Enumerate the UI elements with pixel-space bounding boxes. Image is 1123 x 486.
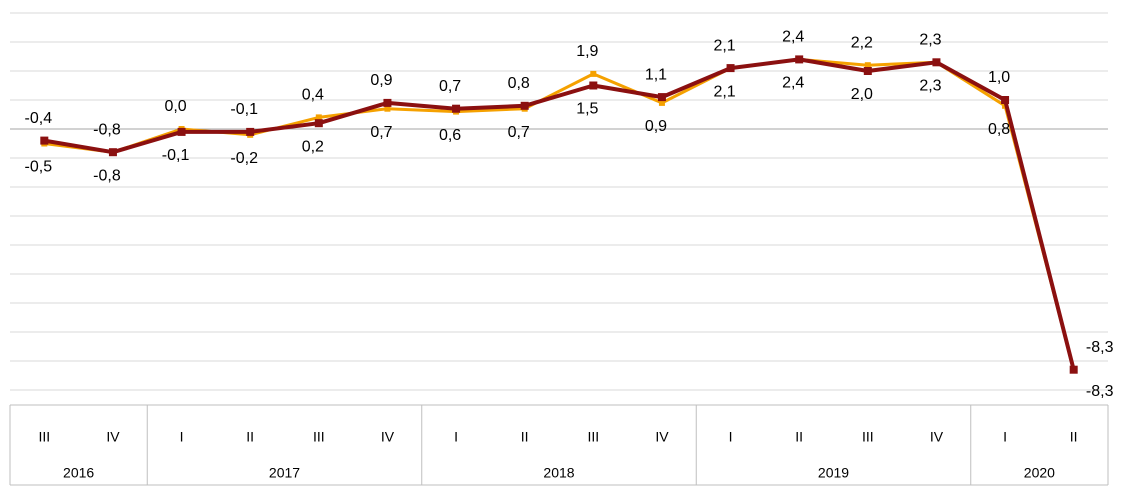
data-label: 0,7	[370, 124, 392, 141]
marker	[177, 127, 186, 136]
marker	[314, 119, 323, 128]
data-label: 0,7	[508, 124, 530, 141]
marker	[1001, 96, 1010, 104]
data-label: 0,7	[439, 78, 461, 95]
data-label: 1,5	[576, 101, 598, 118]
data-label: 2,1	[713, 37, 735, 54]
marker	[1069, 365, 1078, 374]
x-tick-label: II	[246, 429, 254, 445]
marker	[108, 148, 117, 157]
marker	[246, 127, 255, 136]
marker	[40, 136, 49, 145]
x-tick-label: III	[38, 429, 50, 445]
line	[44, 57, 1076, 371]
x-group-label: 2019	[818, 465, 849, 481]
marker	[864, 62, 871, 69]
data-label: 1,1	[645, 66, 667, 83]
marker	[590, 70, 597, 77]
data-label: 0,0	[164, 98, 186, 115]
x-tick-label: II	[795, 429, 803, 445]
x-tick-label: II	[521, 429, 529, 445]
data-label: 2,3	[919, 78, 941, 95]
marker	[657, 93, 666, 102]
data-label: 0,9	[645, 118, 667, 135]
x-tick-label: I	[1003, 429, 1007, 445]
marker	[863, 67, 872, 75]
data-label: 2,2	[851, 34, 873, 51]
data-label: -0,1	[230, 101, 258, 118]
x-tick-label: I	[729, 429, 733, 445]
data-label: 2,4	[782, 75, 804, 92]
x-group-label: 2018	[543, 465, 574, 481]
marker	[315, 114, 322, 121]
x-tick-label: III	[862, 429, 874, 445]
x-tick-label: IV	[106, 429, 120, 445]
data-label: 2,0	[851, 86, 873, 103]
data-label: -0,8	[93, 167, 121, 184]
x-group-label: 2017	[269, 465, 300, 481]
x-tick-label: III	[313, 429, 325, 445]
data-label: 2,3	[919, 32, 941, 49]
data-label: -8,3	[1086, 339, 1114, 356]
x-tick-label: II	[1070, 429, 1078, 445]
x-tick-label: III	[587, 429, 599, 445]
x-tick-label: IV	[381, 429, 395, 445]
data-label: 1,0	[988, 69, 1010, 86]
data-label: -8,3	[1086, 383, 1114, 400]
x-tick-label: IV	[655, 429, 669, 445]
marker	[795, 55, 804, 64]
x-group-label: 2016	[63, 465, 94, 481]
x-tick-label: I	[454, 429, 458, 445]
marker	[589, 81, 598, 90]
data-label: -0,5	[25, 159, 53, 176]
data-label: -0,4	[25, 110, 53, 127]
x-tick-label: I	[180, 429, 184, 445]
x-tick-label: IV	[930, 429, 944, 445]
data-label: -0,1	[162, 147, 190, 164]
data-label: 2,1	[713, 83, 735, 100]
data-label: 0,2	[302, 138, 324, 155]
data-label: 0,9	[370, 72, 392, 89]
data-label: -0,2	[230, 150, 258, 167]
marker	[520, 101, 529, 110]
marker	[383, 98, 392, 107]
marker	[384, 105, 391, 112]
marker	[452, 104, 461, 113]
line	[43, 57, 1076, 371]
marker	[658, 99, 665, 106]
marker	[726, 64, 735, 73]
data-label: -0,8	[93, 121, 121, 138]
data-label: 0,8	[988, 121, 1010, 138]
data-label: 0,6	[439, 127, 461, 144]
data-label: 2,4	[782, 29, 804, 46]
x-group-label: 2020	[1024, 465, 1055, 481]
data-label: 0,8	[508, 75, 530, 92]
data-label: 1,9	[576, 43, 598, 60]
data-label: 0,4	[302, 87, 324, 104]
marker	[932, 58, 941, 67]
